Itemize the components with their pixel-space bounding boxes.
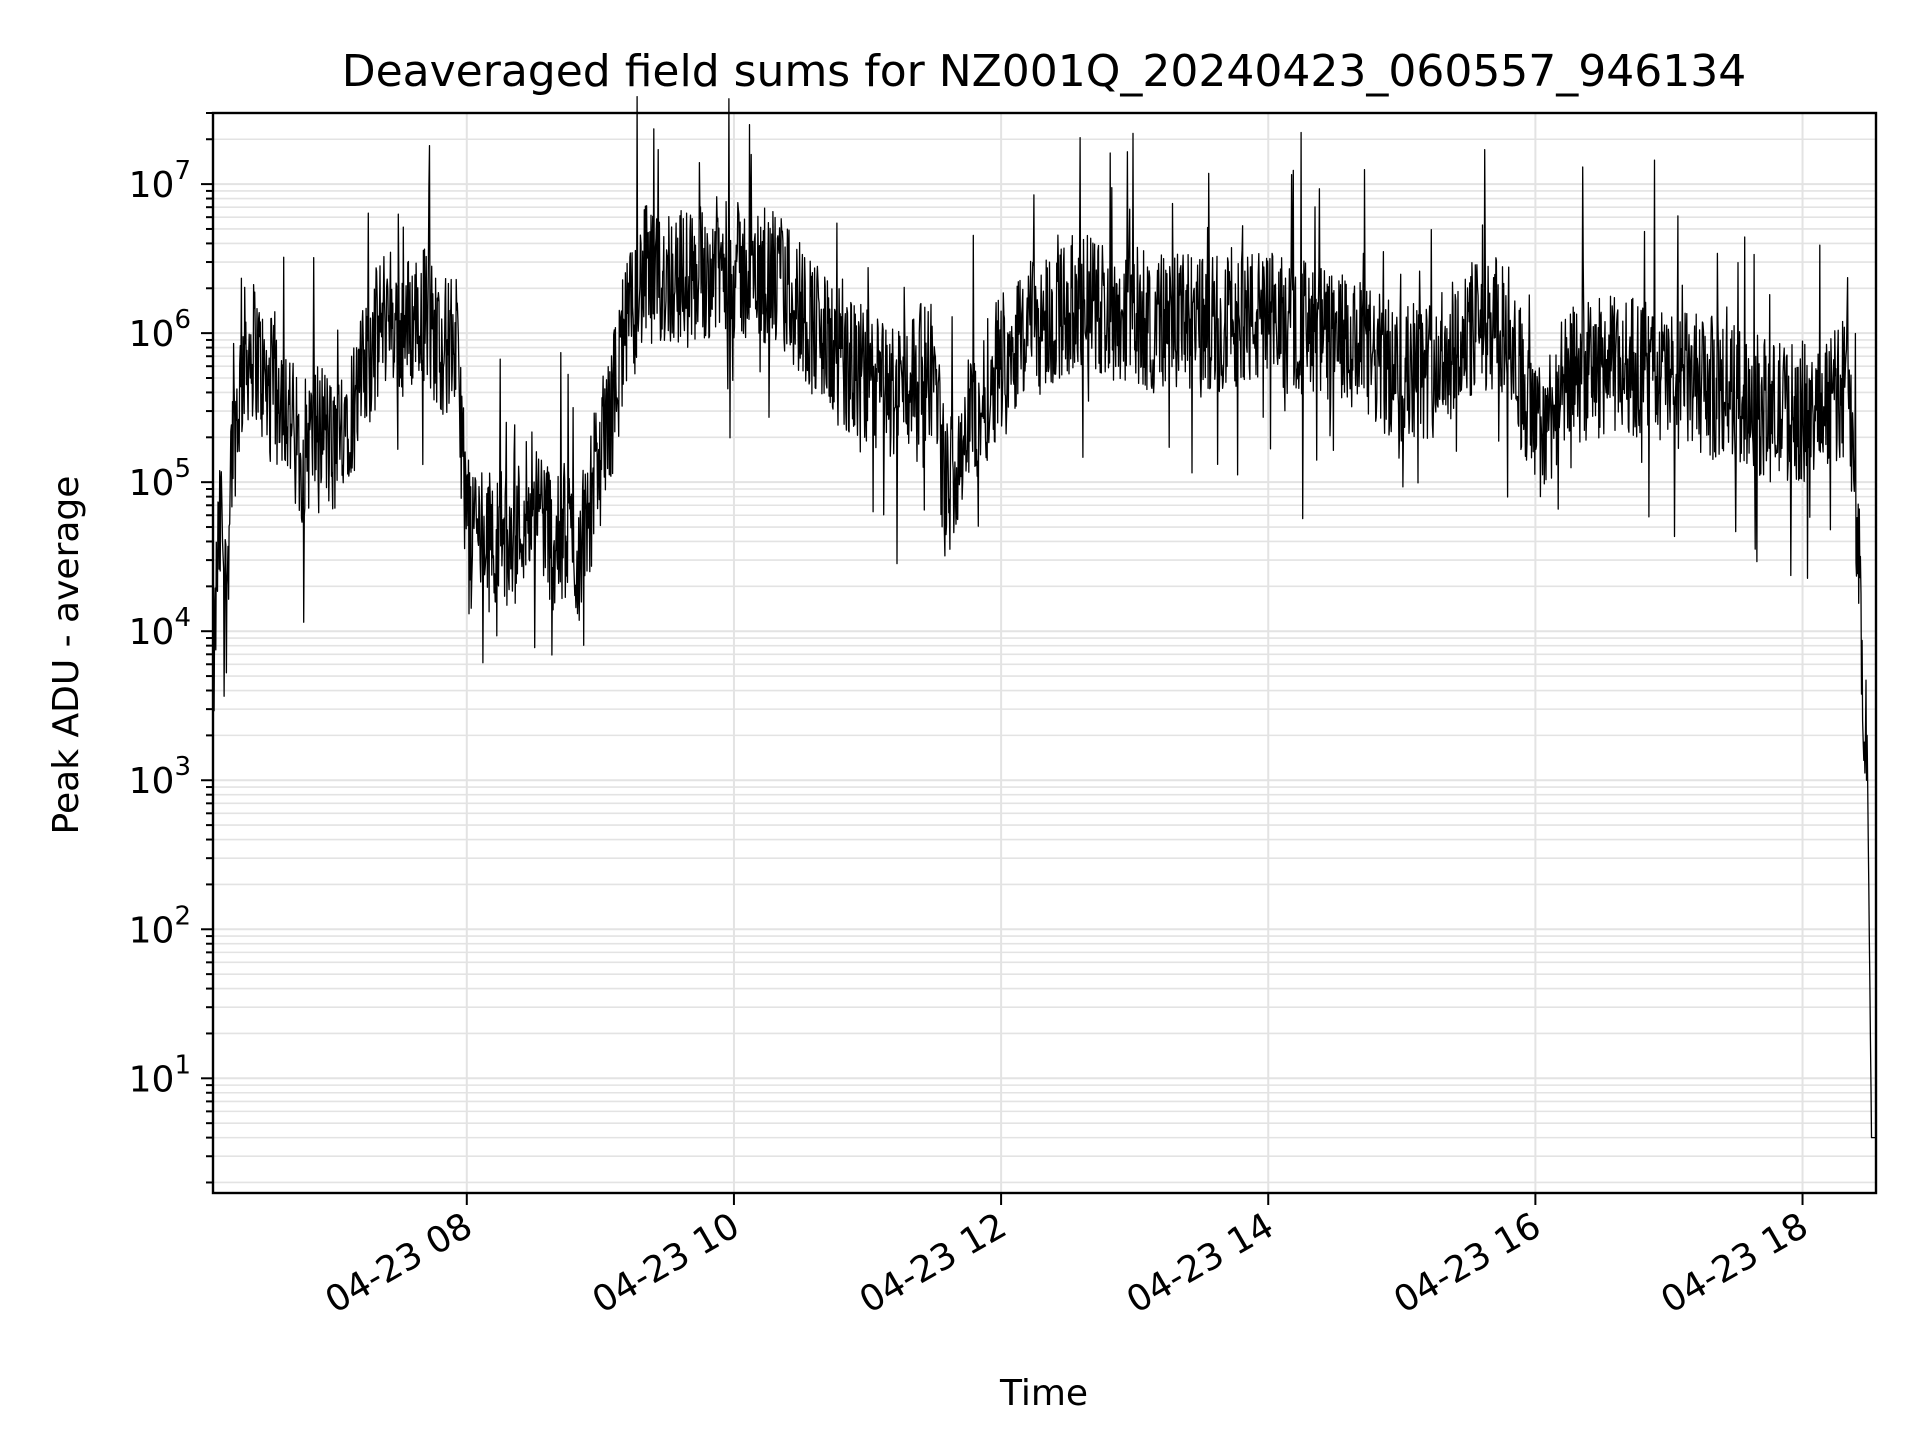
series-line <box>212 95 1877 1139</box>
y-tick-label-base: 10 <box>129 761 175 802</box>
y-tick-label-exponent: 6 <box>174 305 191 335</box>
y-tick-label: 104 <box>129 603 191 653</box>
y-tick-label-exponent: 5 <box>174 454 191 484</box>
y-tick-label: 106 <box>129 305 191 355</box>
y-tick-label-base: 10 <box>129 463 175 504</box>
y-tick-label-base: 10 <box>129 165 175 206</box>
y-tick-label: 105 <box>129 454 191 504</box>
y-tick-label-exponent: 1 <box>174 1050 191 1080</box>
y-tick-label-base: 10 <box>129 612 175 653</box>
y-tick-label-base: 10 <box>129 314 175 355</box>
y-tick-label-base: 10 <box>129 910 175 951</box>
x-axis-label: Time <box>999 1373 1088 1414</box>
y-tick-label: 101 <box>129 1050 191 1100</box>
y-tick-label: 107 <box>129 156 191 206</box>
y-tick-label-exponent: 4 <box>174 603 191 633</box>
y-tick-label: 102 <box>129 901 191 951</box>
series-layer <box>212 95 1877 1139</box>
chart-title: Deaveraged field sums for NZ001Q_2024042… <box>342 46 1747 97</box>
y-tick-label-exponent: 3 <box>174 752 191 782</box>
y-tick-label: 103 <box>129 752 191 802</box>
y-tick-label-base: 10 <box>129 1059 175 1100</box>
y-tick-label-exponent: 7 <box>174 156 191 186</box>
plot-frame <box>211 111 1878 1195</box>
y-tick-label-exponent: 2 <box>174 901 191 931</box>
y-axis-label: Peak ADU - average <box>46 476 87 835</box>
